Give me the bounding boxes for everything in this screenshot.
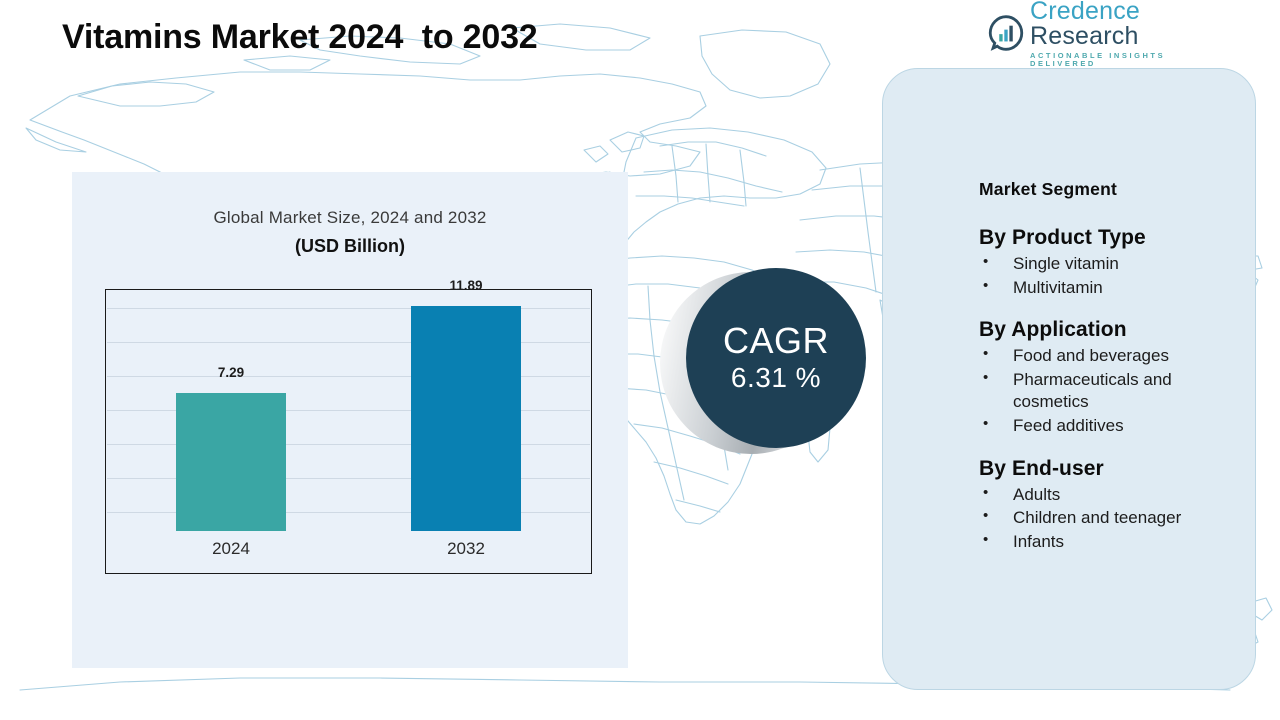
- bar-2032: [411, 306, 521, 531]
- chart-plot-area: 7.29 11.89 2024 2032: [105, 278, 592, 574]
- segment-group: By ApplicationFood and beveragesPharmace…: [979, 318, 1241, 437]
- segment-item: Feed additives: [979, 414, 1241, 438]
- bar-2024: [176, 393, 286, 531]
- gridline: [107, 308, 590, 309]
- market-size-chart-panel: Global Market Size, 2024 and 2032 (USD B…: [72, 172, 628, 668]
- segment-item: Multivitamin: [979, 276, 1241, 300]
- segment-item: Children and teenager: [979, 506, 1241, 530]
- segment-groups: By Product Type Single vitaminMultivitami…: [979, 226, 1241, 553]
- segment-group-title: By Application: [979, 318, 1127, 342]
- bar-chart-circle-icon: [988, 15, 1024, 51]
- gridline: [107, 342, 590, 343]
- segment-item: Pharmaceuticals and cosmetics: [979, 368, 1241, 414]
- logo-name-research: Research: [1030, 22, 1139, 50]
- credence-research-logo: Credence Research Actionable Insights De…: [988, 0, 1233, 67]
- cagr-label: CAGR: [722, 320, 829, 362]
- x-axis-label-2024: 2024: [212, 539, 250, 558]
- bar-value-2024: 7.29: [217, 365, 245, 381]
- logo-name-credence: Credence: [1030, 0, 1140, 25]
- cagr-value: 6.31 %: [730, 361, 822, 393]
- logo-wordmark: Credence Research: [1030, 0, 1233, 49]
- segment-item: Infants: [979, 530, 1241, 554]
- cagr-badge: CAGR 6.31 %: [660, 268, 866, 458]
- gridline: [107, 376, 590, 377]
- segment-item: Food and beverages: [979, 344, 1241, 368]
- gridline: [107, 444, 590, 445]
- chart-subheading: (USD Billion): [295, 236, 405, 256]
- segment-group: By Product Type Single vitaminMultivitami…: [979, 226, 1241, 299]
- logo-tagline: Actionable Insights Delivered: [1030, 51, 1166, 68]
- segment-item: Single vitamin: [979, 252, 1241, 276]
- segment-group-title: By Product Type: [979, 226, 1146, 249]
- bar-value-2032: 11.89: [449, 278, 483, 294]
- segment-item-list: AdultsChildren and teenagerInfants: [979, 483, 1241, 554]
- gridline: [107, 512, 590, 513]
- x-axis-label-2032: 2032: [447, 539, 485, 558]
- segment-panel-title: Market Segment: [979, 179, 1117, 199]
- segment-item-list: Single vitaminMultivitamin: [979, 252, 1241, 300]
- gridline: [107, 478, 590, 479]
- gridline: [107, 410, 590, 411]
- page-title: Vitamins Market 2024 to 2032: [62, 18, 538, 56]
- segment-item: Adults: [979, 483, 1241, 507]
- segment-group-title: By End-user: [979, 456, 1104, 480]
- cagr-circle: CAGR 6.31 %: [686, 268, 866, 448]
- chart-heading: Global Market Size, 2024 and 2032: [213, 208, 487, 227]
- segment-group: By End-user AdultsChildren and teenagerIn…: [979, 457, 1241, 554]
- market-segment-panel: Market Segment By Product Type Single vit…: [882, 68, 1256, 690]
- segment-item-list: Food and beveragesPharmaceuticals and co…: [979, 344, 1241, 438]
